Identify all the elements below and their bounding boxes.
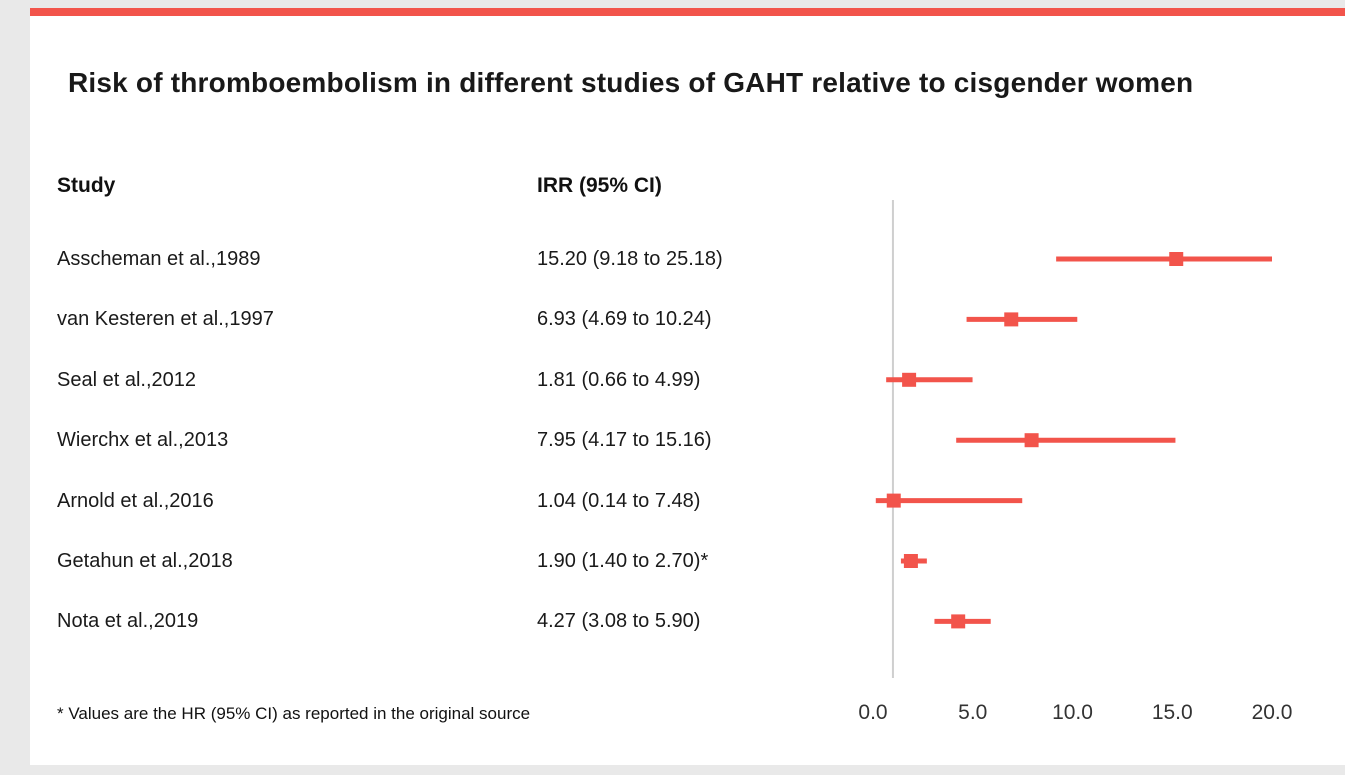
study-label: Asscheman et al.,1989 [57, 248, 261, 270]
study-row: Wierchx et al.,2013 7.95 (4.17 to 15.16) [0, 426, 860, 454]
study-label: Getahun et al.,2018 [57, 550, 233, 572]
x-tick-label: 5.0 [958, 701, 988, 724]
study-label: van Kesteren et al.,1997 [57, 308, 274, 331]
study-label: Wierchx et al.,2013 [57, 429, 229, 452]
study-row: Asscheman et al.,1989 15.20 (9.18 to 25.1… [0, 245, 860, 273]
irr-value: 1.04 (0.14 to 7.48) [537, 489, 701, 512]
x-axis: 0.0 5.0 10.0 15.0 20.0 [0, 700, 1345, 726]
footnote: * Values are the HR (95% CI) as reported… [57, 704, 531, 723]
irr-value: 6.93 (4.69 to 10.24) [537, 308, 712, 331]
x-tick-label: 10.0 [1052, 701, 1093, 724]
irr-value: 15.20 (9.18 to 25.18) [537, 248, 723, 270]
x-tick-label: 20.0 [1251, 701, 1293, 724]
x-tick-label: 15.0 [1151, 701, 1193, 724]
figure-card [30, 8, 1345, 765]
study-row: Getahun et al.,2018 1.90 (1.40 to 2.70)* [0, 547, 860, 575]
column-header-study: Study [57, 174, 116, 197]
study-row: Arnold et al.,2016 1.04 (0.14 to 7.48) [0, 487, 860, 515]
irr-value: 1.90 (1.40 to 2.70)* [537, 550, 709, 572]
irr-value: 4.27 (3.08 to 5.90) [537, 610, 701, 633]
study-label: Arnold et al.,2016 [57, 489, 214, 512]
study-row: Nota et al.,2019 4.27 (3.08 to 5.90) [0, 607, 860, 635]
chart-title: Risk of thromboembolism in different stu… [68, 67, 1194, 98]
study-label: Seal et al.,2012 [57, 368, 196, 391]
accent-topbar [30, 8, 1345, 16]
irr-value: 1.81 (0.66 to 4.99) [537, 368, 701, 391]
column-header-irr: IRR (95% CI) [537, 174, 662, 197]
x-tick-label: 0.0 [858, 701, 888, 724]
study-row: Seal et al.,2012 1.81 (0.66 to 4.99) [0, 366, 860, 394]
study-label: Nota et al.,2019 [57, 610, 199, 633]
irr-value: 7.95 (4.17 to 15.16) [537, 429, 712, 452]
study-row: van Kesteren et al.,1997 6.93 (4.69 to 10… [0, 305, 860, 333]
